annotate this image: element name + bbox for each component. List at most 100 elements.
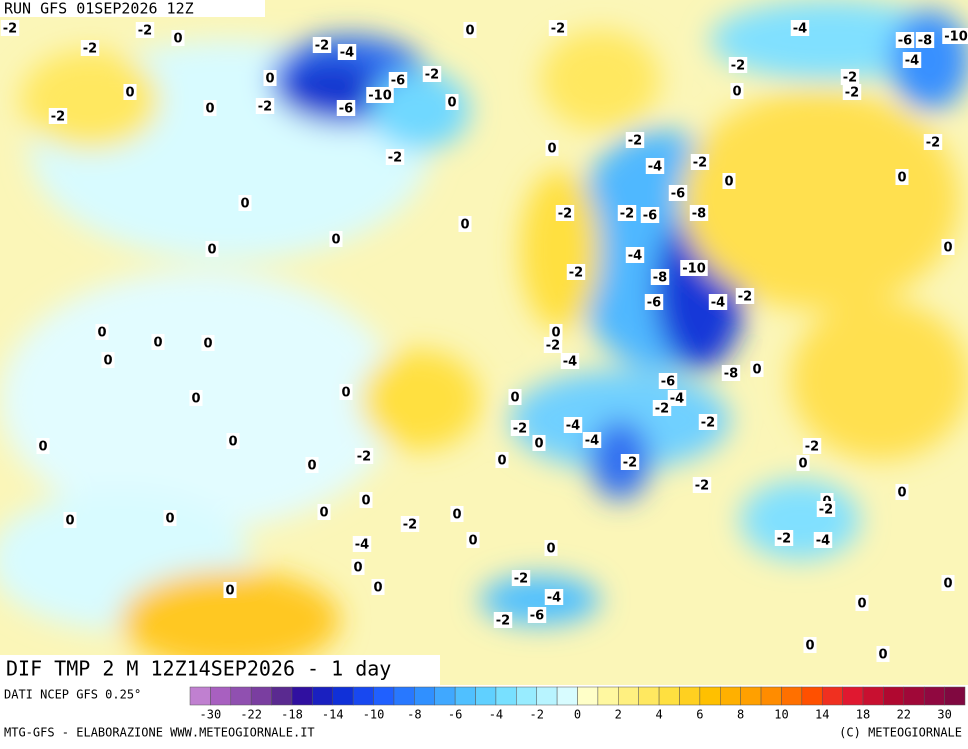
label-box xyxy=(48,108,68,124)
contour-label: -2 xyxy=(422,66,442,83)
label-text: -4 xyxy=(793,22,807,37)
contour-label: 0 xyxy=(722,173,736,190)
color-swatch xyxy=(903,686,925,706)
label-box xyxy=(941,239,955,255)
contour-label: 0 xyxy=(895,484,909,501)
label-text: 0 xyxy=(943,241,952,256)
label-box xyxy=(902,52,922,68)
title-box xyxy=(0,655,440,685)
label-text: 0 xyxy=(897,171,906,186)
label-box xyxy=(620,454,640,470)
label-text: -4 xyxy=(711,296,725,311)
contour-label: -2 xyxy=(548,20,568,37)
label-text: -8 xyxy=(724,367,738,382)
contour-label: -2 xyxy=(255,98,275,115)
label-box xyxy=(645,158,665,174)
label-box xyxy=(668,185,688,201)
label-text: -2 xyxy=(513,422,527,437)
contour-label: 0 xyxy=(855,595,869,612)
color-swatch xyxy=(862,686,884,706)
color-swatch xyxy=(352,686,374,706)
label-text: 0 xyxy=(103,354,112,369)
contour-label: 0 xyxy=(101,352,115,369)
contour-label: -2 xyxy=(617,205,637,222)
colorbar-label: 22 xyxy=(897,708,911,722)
contour-label: -4 xyxy=(337,44,357,61)
label-text: -2 xyxy=(805,440,819,455)
contour-label: 0 xyxy=(508,389,522,406)
colorbar-label: 10 xyxy=(774,708,788,722)
color-swatch xyxy=(658,686,680,706)
label-box xyxy=(510,420,530,436)
label-text: 0 xyxy=(97,326,106,341)
contour-label: -2 xyxy=(48,108,68,125)
contour-label: 0 xyxy=(730,83,744,100)
contour-label: 0 xyxy=(95,324,109,341)
color-swatch xyxy=(271,686,293,706)
contour-label: 0 xyxy=(36,438,50,455)
colorbar-label: 18 xyxy=(856,708,870,722)
contour-label: 0 xyxy=(450,506,464,523)
contour-label: 0 xyxy=(123,84,137,101)
colorbar-label: -8 xyxy=(407,708,421,722)
contour-label: -2 xyxy=(493,612,513,629)
contour-label: 0 xyxy=(339,384,353,401)
contour-label: -4 xyxy=(563,417,583,434)
contour-labels: -2-2-200-20 -2-2 -40-6-10-6 -200 -2-200000-2… xyxy=(0,20,968,663)
contour-label: -4 xyxy=(352,536,372,553)
label-text: 0 xyxy=(373,581,382,596)
contour-label: -2 xyxy=(840,69,860,86)
contour-label: -2 xyxy=(354,448,374,465)
label-box xyxy=(650,269,670,285)
label-text: -2 xyxy=(425,68,439,83)
label-text: 0 xyxy=(468,534,477,549)
label-box xyxy=(543,337,563,353)
color-swatch xyxy=(760,686,782,706)
contour-label: 0 xyxy=(371,579,385,596)
label-box xyxy=(563,417,583,433)
label-box xyxy=(317,504,331,520)
color-swatch xyxy=(638,686,660,706)
label-text: 0 xyxy=(447,96,456,111)
contour-label: 0 xyxy=(445,94,459,111)
label-text: -2 xyxy=(620,207,634,222)
label-text: 0 xyxy=(452,508,461,523)
label-text: -2 xyxy=(496,614,510,629)
label-text: 0 xyxy=(361,494,370,509)
contour-label: 0 xyxy=(223,582,237,599)
label-box xyxy=(255,98,275,114)
color-swatch xyxy=(495,686,517,706)
label-box xyxy=(728,57,748,73)
label-text: -2 xyxy=(819,503,833,518)
contour-label: -6 xyxy=(658,373,678,390)
label-box xyxy=(0,20,20,36)
contour-label: 0 xyxy=(941,575,955,592)
contour-label: -4 xyxy=(813,532,833,549)
contour-label: -4 xyxy=(582,432,602,449)
label-text: 0 xyxy=(331,233,340,248)
label-box xyxy=(532,435,546,451)
label-box xyxy=(690,154,710,170)
label-box xyxy=(466,532,480,548)
label-text: 0 xyxy=(225,584,234,599)
contour-label: 0 xyxy=(458,216,472,233)
contour-label: -10 xyxy=(366,87,394,104)
color-swatch xyxy=(781,686,803,706)
color-swatch xyxy=(189,686,211,706)
label-text: -2 xyxy=(546,339,560,354)
contour-label: -2 xyxy=(385,149,405,166)
label-text: 0 xyxy=(173,32,182,47)
contour-label: -2 xyxy=(620,454,640,471)
contour-label: 0 xyxy=(317,504,331,521)
colorbar-label: 0 xyxy=(574,708,581,722)
label-box xyxy=(337,44,357,60)
label-box xyxy=(371,579,385,595)
label-text: -2 xyxy=(655,402,669,417)
label-text: -6 xyxy=(530,609,544,624)
color-swatch xyxy=(923,686,945,706)
label-box xyxy=(667,390,687,406)
color-swatch xyxy=(516,686,537,706)
label-box xyxy=(95,324,109,340)
contour-label: -6 xyxy=(644,294,664,311)
